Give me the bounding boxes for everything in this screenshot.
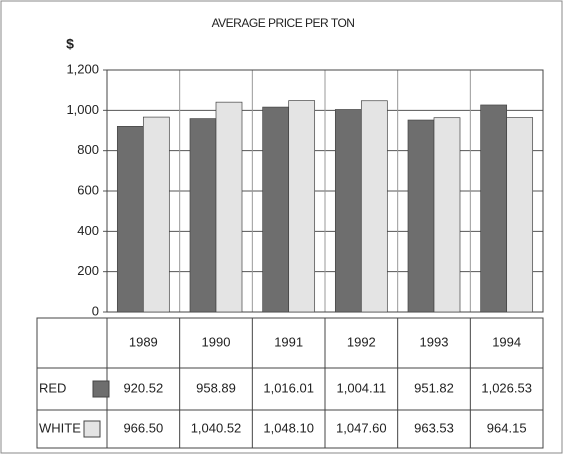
y-tick-label: 400: [77, 223, 99, 238]
bar: [360, 100, 388, 313]
x-tick-label: 1989: [129, 334, 158, 349]
bar: [262, 106, 290, 313]
x-tick-label: 1990: [202, 334, 231, 349]
x-tick-label: 1992: [347, 334, 376, 349]
legend-label: RED: [39, 380, 66, 395]
y-tick-label: 200: [77, 263, 99, 278]
table-value: 920.52: [123, 380, 163, 395]
table-value: 958.89: [196, 380, 236, 395]
legend-swatch: [92, 380, 110, 398]
chart-title: AVERAGE PRICE PER TON: [212, 16, 355, 30]
x-tick-label: 1994: [492, 334, 521, 349]
y-tick-label: 800: [77, 142, 99, 157]
bar: [334, 109, 362, 313]
bar: [433, 117, 461, 313]
legend-label: WHITE: [39, 420, 81, 435]
x-tick-label: 1993: [420, 334, 449, 349]
bar: [407, 119, 435, 313]
table-value: 951.82: [414, 380, 454, 395]
legend-swatch: [83, 420, 101, 438]
y-tick-label: 1,000: [66, 102, 99, 117]
bar: [288, 100, 316, 313]
bar: [215, 101, 243, 313]
y-tick-label: 0: [92, 303, 99, 318]
bar: [116, 126, 144, 313]
bar: [480, 104, 508, 313]
table-value: 1,016.01: [263, 380, 314, 395]
table-value: 1,004.11: [337, 380, 387, 395]
y-tick-label: 1,200: [66, 61, 99, 76]
table-value: 1,040.52: [191, 420, 242, 435]
plot-border: [106, 69, 544, 313]
table-value: 1,048.10: [263, 420, 314, 435]
y-axis-label: $: [66, 36, 74, 52]
x-tick-label: 1991: [274, 334, 303, 349]
bar: [189, 118, 217, 313]
bar: [142, 116, 170, 313]
table-border: [36, 317, 544, 449]
table-value: 1,047.60: [336, 420, 387, 435]
y-tick-label: 600: [77, 182, 99, 197]
bar: [506, 117, 534, 313]
table-value: 964.15: [487, 420, 527, 435]
table-value: 966.50: [123, 420, 163, 435]
table-value: 1,026.53: [481, 380, 532, 395]
table-value: 963.53: [414, 420, 454, 435]
